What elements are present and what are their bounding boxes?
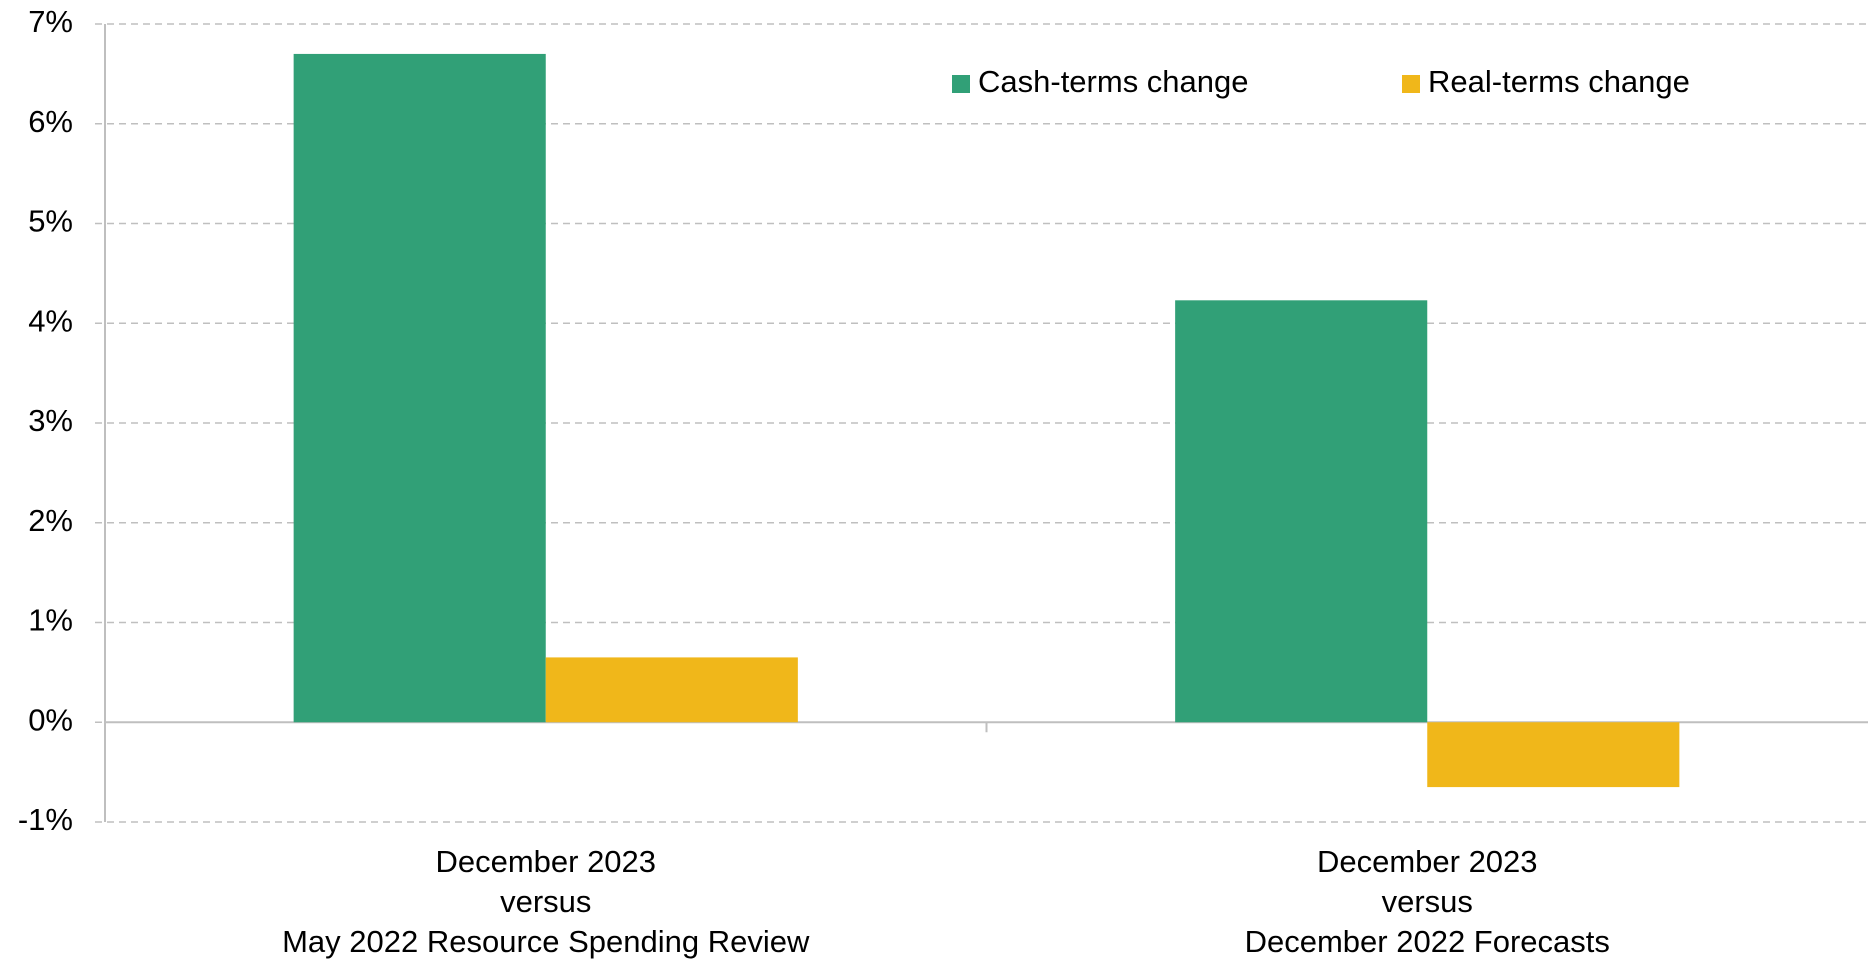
bar [545,657,798,723]
x-tick-label-line: December 2023 [1317,844,1538,879]
x-tick-label-line: versus [500,884,591,919]
y-tick-label: 0% [28,702,73,737]
y-tick-label: 5% [28,204,73,239]
bar [293,53,546,723]
bar [1175,300,1428,723]
legend-swatch [1402,75,1420,93]
y-tick-label: 7% [28,4,73,39]
y-tick-label: 1% [28,603,73,638]
x-tick-label-line: December 2023 [435,844,656,879]
y-tick-label: 3% [28,403,73,438]
y-tick-label: -1% [18,802,73,837]
y-tick-label: 4% [28,303,73,338]
x-tick-label-line: May 2022 Resource Spending Review [282,924,810,959]
y-tick-label: 2% [28,503,73,538]
legend-label: Real-terms change [1428,64,1690,99]
bar [1427,722,1680,788]
x-tick-label-line: versus [1382,884,1473,919]
legend-label: Cash-terms change [978,64,1249,99]
x-tick-label: December 2023 versus May 2022 Resource Spe… [282,844,810,959]
x-tick-label: December 2023 versus December 2022 Forecas… [1245,844,1610,959]
y-tick-label: 6% [28,104,73,139]
x-tick-label-line: December 2022 Forecasts [1245,924,1610,959]
legend-swatch [952,75,970,93]
